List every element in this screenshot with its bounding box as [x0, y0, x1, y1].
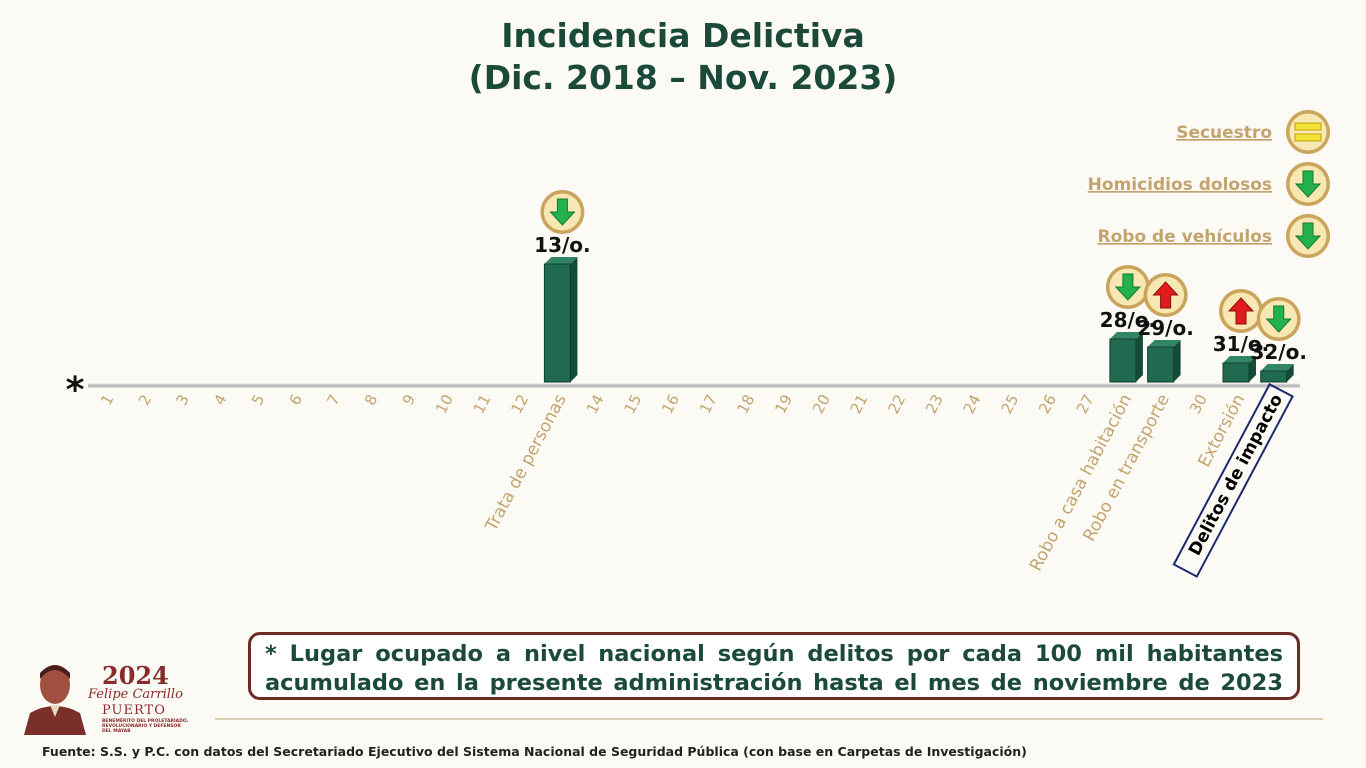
tick-label: 24	[960, 391, 985, 416]
data-label: 29/o.	[1137, 316, 1193, 340]
logo-name: Felipe Carrillo	[88, 687, 183, 702]
trend-icon	[1143, 273, 1188, 317]
legend-icon	[1286, 214, 1330, 258]
bar-side	[1173, 340, 1181, 382]
down-arrow-icon	[549, 198, 576, 226]
down-arrow-icon	[1294, 222, 1322, 250]
trend-icon	[1219, 289, 1263, 333]
tick-label: 20	[809, 391, 834, 416]
logo-year: 2024	[102, 661, 169, 690]
bar	[1222, 362, 1250, 383]
tick-label: 17	[696, 391, 721, 416]
trend-icon	[1105, 265, 1150, 309]
bar	[543, 263, 571, 383]
tick-label: 1	[97, 391, 117, 408]
data-label: 31/o.	[1213, 332, 1269, 356]
bar-top	[1109, 332, 1143, 339]
bar-side	[1249, 356, 1256, 382]
tick-label: 7	[323, 391, 343, 408]
legend-label: Robo de vehículos	[1098, 227, 1273, 247]
bar-top	[1223, 356, 1256, 363]
tick-label: 26	[1035, 391, 1060, 416]
legend-icon	[1286, 110, 1330, 154]
legend-icon	[1286, 162, 1330, 206]
down-arrow-icon	[1114, 273, 1142, 301]
icon-face	[1289, 113, 1327, 151]
chart-subtitle: (Dic. 2018 – Nov. 2023)	[468, 58, 898, 97]
bar-side	[1135, 332, 1143, 382]
data-label: 28/o.	[1100, 308, 1156, 332]
equal-icon-bottom	[1294, 133, 1322, 142]
bar-top	[1260, 364, 1294, 371]
bar-side	[1286, 364, 1294, 382]
tick-label: 12	[507, 391, 532, 416]
bar-side	[570, 257, 578, 382]
axis-marker: *	[66, 370, 85, 411]
data-label: 32/o.	[1250, 340, 1306, 364]
tick-label: 25	[997, 391, 1022, 416]
tick-label: 30	[1186, 391, 1211, 416]
tick-label: 16	[658, 391, 683, 416]
source-note: Fuente: S.S. y P.C. con datos del Secret…	[42, 744, 1027, 759]
tick-label: 21	[847, 391, 872, 416]
up-arrow-icon	[1152, 281, 1179, 309]
tick-label: 2	[135, 391, 155, 408]
equal-icon-top	[1294, 122, 1322, 131]
logo-motto: BENEMÉRITO DEL PROLETARIADO, REVOLUCIONA…	[102, 719, 189, 734]
tick-label: 14	[583, 391, 608, 416]
tick-label: 4	[210, 391, 230, 408]
legend-label: Secuestro	[1176, 123, 1272, 143]
tick-label: 5	[248, 391, 268, 408]
bar-top	[544, 257, 578, 264]
tick-label: 8	[361, 391, 381, 408]
tick-label: Trata de personas	[481, 391, 571, 536]
bar	[1147, 346, 1175, 383]
trend-icon	[540, 190, 585, 234]
bar-top	[1147, 340, 1181, 347]
tick-label: 3	[173, 391, 193, 408]
municipality-logo: 2024 Felipe Carrillo PUERTO BENEMÉRITO D…	[20, 655, 200, 735]
tick-label: 19	[771, 391, 796, 416]
data-label: 13/o.	[534, 233, 590, 257]
footnote-line-1: * Lugar ocupado a nivel nacional según d…	[265, 641, 1283, 667]
bar	[1260, 370, 1288, 383]
down-arrow-icon	[1294, 170, 1322, 198]
up-arrow-icon	[1227, 297, 1255, 325]
tick-label: 27	[1073, 391, 1098, 416]
tick-label: 6	[286, 391, 306, 408]
trend-icon	[1256, 297, 1301, 341]
footer-divider	[215, 718, 1323, 720]
bar	[1109, 338, 1137, 383]
tick-label: 23	[922, 391, 947, 416]
footnote-line-2: acumulado en la presente administración …	[265, 670, 1283, 696]
tick-label: 18	[734, 391, 759, 416]
tick-label: 22	[884, 391, 909, 416]
tick-label: 9	[399, 391, 419, 408]
footnote-box: * Lugar ocupado a nivel nacional según d…	[248, 632, 1300, 700]
tick-label: 10	[432, 391, 457, 416]
impact-label-box	[1172, 382, 1294, 578]
down-arrow-icon	[1265, 305, 1292, 333]
logo-place: PUERTO	[102, 703, 166, 718]
legend-label: Homicidios dolosos	[1088, 175, 1272, 195]
tick-label: 15	[620, 391, 645, 416]
chart-title: Incidencia Delictiva	[501, 16, 865, 55]
tick-label: 11	[470, 391, 495, 416]
portrait-icon	[24, 665, 86, 735]
